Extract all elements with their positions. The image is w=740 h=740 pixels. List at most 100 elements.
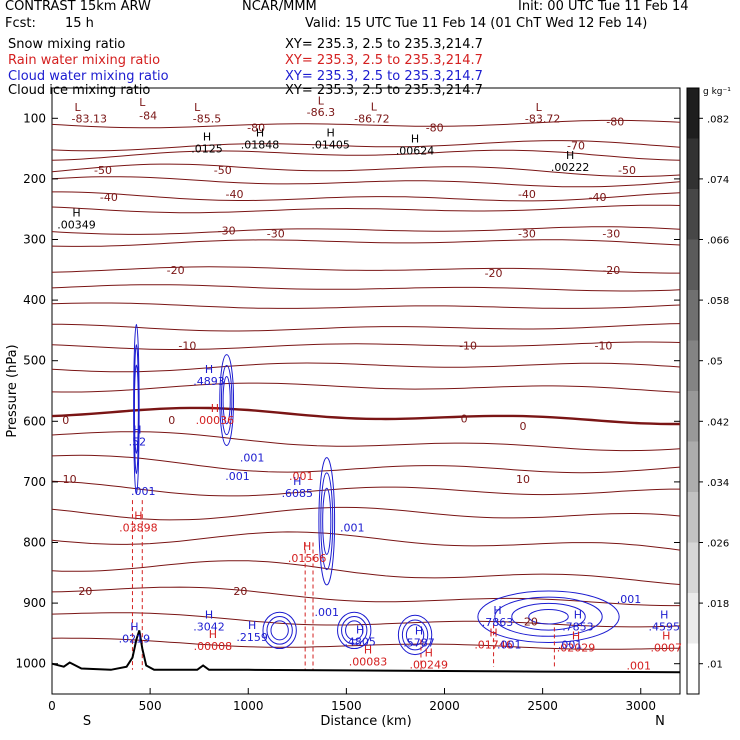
colorbar-segment <box>687 189 699 240</box>
extremum-value: .00036 <box>196 414 235 427</box>
isotherm-label: -10 <box>178 340 196 353</box>
x-tick-label: 0 <box>48 699 56 713</box>
isotherm-line <box>51 382 681 393</box>
extremum-value: .4893 <box>193 375 225 388</box>
high-marker: H <box>134 509 142 522</box>
colorbar-tick-label: .082 <box>707 114 729 125</box>
isotherm-label: -30 <box>602 227 620 240</box>
init-time: Init: 00 UTC Tue 11 Feb 14 <box>518 0 689 14</box>
cloud-water-contour <box>401 619 429 651</box>
isotherm-label: -30 <box>218 224 236 237</box>
high-marker: H <box>248 619 256 632</box>
colorbar-tick-label: .042 <box>707 417 729 428</box>
extremum-value: .5787 <box>403 637 435 650</box>
x-tick-label: 1500 <box>331 699 362 713</box>
extremum-value: .7853 <box>562 620 594 633</box>
cloud-water-contour <box>270 620 289 641</box>
contour-label: .001 <box>497 638 522 651</box>
high-marker: H <box>327 126 335 139</box>
extremum-value: .01848 <box>241 138 280 151</box>
high-marker: H <box>211 402 219 415</box>
y-tick-label: 300 <box>23 233 46 247</box>
field-legend-name: Snow mixing ratio <box>8 37 125 52</box>
colorbar-segment <box>687 441 699 492</box>
colorbar-segment <box>687 88 699 139</box>
isotherm-line <box>51 480 680 497</box>
isotherm-line <box>51 163 681 177</box>
colorbar-segment <box>687 290 699 341</box>
isotherm-label: -10 <box>459 340 477 353</box>
isotherm-label: -50 <box>618 164 636 177</box>
high-marker: H <box>566 149 574 162</box>
field-legend-name: Cloud ice mixing ratio <box>8 83 150 98</box>
extremum-value: .00008 <box>194 640 233 653</box>
cloud-water-contour <box>397 614 433 656</box>
low-marker: L <box>536 101 543 114</box>
y-tick-label: 100 <box>23 111 46 125</box>
x-tick-label: 500 <box>139 699 162 713</box>
cloud-water-contour <box>220 365 233 436</box>
isotherm-line <box>51 226 681 235</box>
south-label: S <box>83 714 91 729</box>
isotherm-label: -83.13 <box>72 112 107 125</box>
isotherm-label: -84 <box>139 109 157 122</box>
contour-label: .001 <box>225 470 250 483</box>
isotherm-line <box>52 323 681 332</box>
high-marker: H <box>130 620 138 633</box>
isotherm-label: 10 <box>63 473 77 486</box>
plot-frame <box>51 87 681 695</box>
y-tick-label: 1000 <box>15 657 46 671</box>
colorbar-segment <box>687 239 699 290</box>
isotherm-label: -86.72 <box>354 112 389 125</box>
contour-label: .001 <box>617 593 642 606</box>
contour-label: .001 <box>289 470 314 483</box>
colorbar-segment <box>687 542 699 593</box>
isotherm-line <box>51 362 681 373</box>
field-legend-xy: XY= 235.3, 2.5 to 235.3,214.7 <box>285 53 483 68</box>
isotherm-line <box>51 431 681 452</box>
extremum-value: .4595 <box>649 620 681 633</box>
isotherm-line <box>51 637 681 650</box>
y-tick-label: 500 <box>23 354 46 368</box>
high-marker: H <box>364 643 372 656</box>
low-marker: L <box>371 100 378 113</box>
isotherm-line <box>51 140 681 152</box>
high-marker: H <box>72 206 80 219</box>
extremum-value: .3042 <box>193 620 225 633</box>
colorbar-segment <box>687 340 699 391</box>
north-label: N <box>655 714 665 729</box>
fcst-label: Fcst: <box>5 16 36 31</box>
high-marker: H <box>493 604 501 617</box>
extremum-value: .00249 <box>410 658 449 671</box>
colorbar-segment <box>687 138 699 189</box>
y-tick-label: 700 <box>23 475 46 489</box>
contour-label: 20 <box>524 615 538 628</box>
isotherm-line <box>52 191 681 202</box>
colorbar-tick-label: .066 <box>707 236 729 247</box>
high-marker: H <box>572 629 580 642</box>
high-marker: H <box>303 540 311 553</box>
isotherm-line <box>51 531 681 551</box>
extremum-value: .0219 <box>119 632 151 645</box>
cloud-water-contour <box>219 354 235 447</box>
extremum-value: .6085 <box>282 487 314 500</box>
isotherm-label: -40 <box>100 191 118 204</box>
cloud-water-contour <box>345 620 364 641</box>
isotherm-label: 10 <box>516 473 530 486</box>
y-tick-label: 900 <box>23 596 46 610</box>
isotherm-label: -80 <box>247 121 265 134</box>
isotherm-label: -20 <box>485 267 503 280</box>
extremum-value: .4805 <box>344 635 376 648</box>
y-tick-label: 200 <box>23 172 46 186</box>
isotherm-line <box>51 149 681 161</box>
colorbar-tick-label: .034 <box>707 478 729 489</box>
extremum-value: .0007 <box>651 641 683 654</box>
low-marker: L <box>318 94 325 107</box>
colorbar-tick-label: .05 <box>707 357 723 368</box>
cloud-water-contour <box>494 596 603 637</box>
x-tick-label: 3000 <box>625 699 656 713</box>
isotherm-label: 20 <box>233 585 247 598</box>
isotherm-label: 20 <box>78 585 92 598</box>
isotherm-label: -80 <box>606 115 624 128</box>
x-tick-label: 1000 <box>233 699 264 713</box>
